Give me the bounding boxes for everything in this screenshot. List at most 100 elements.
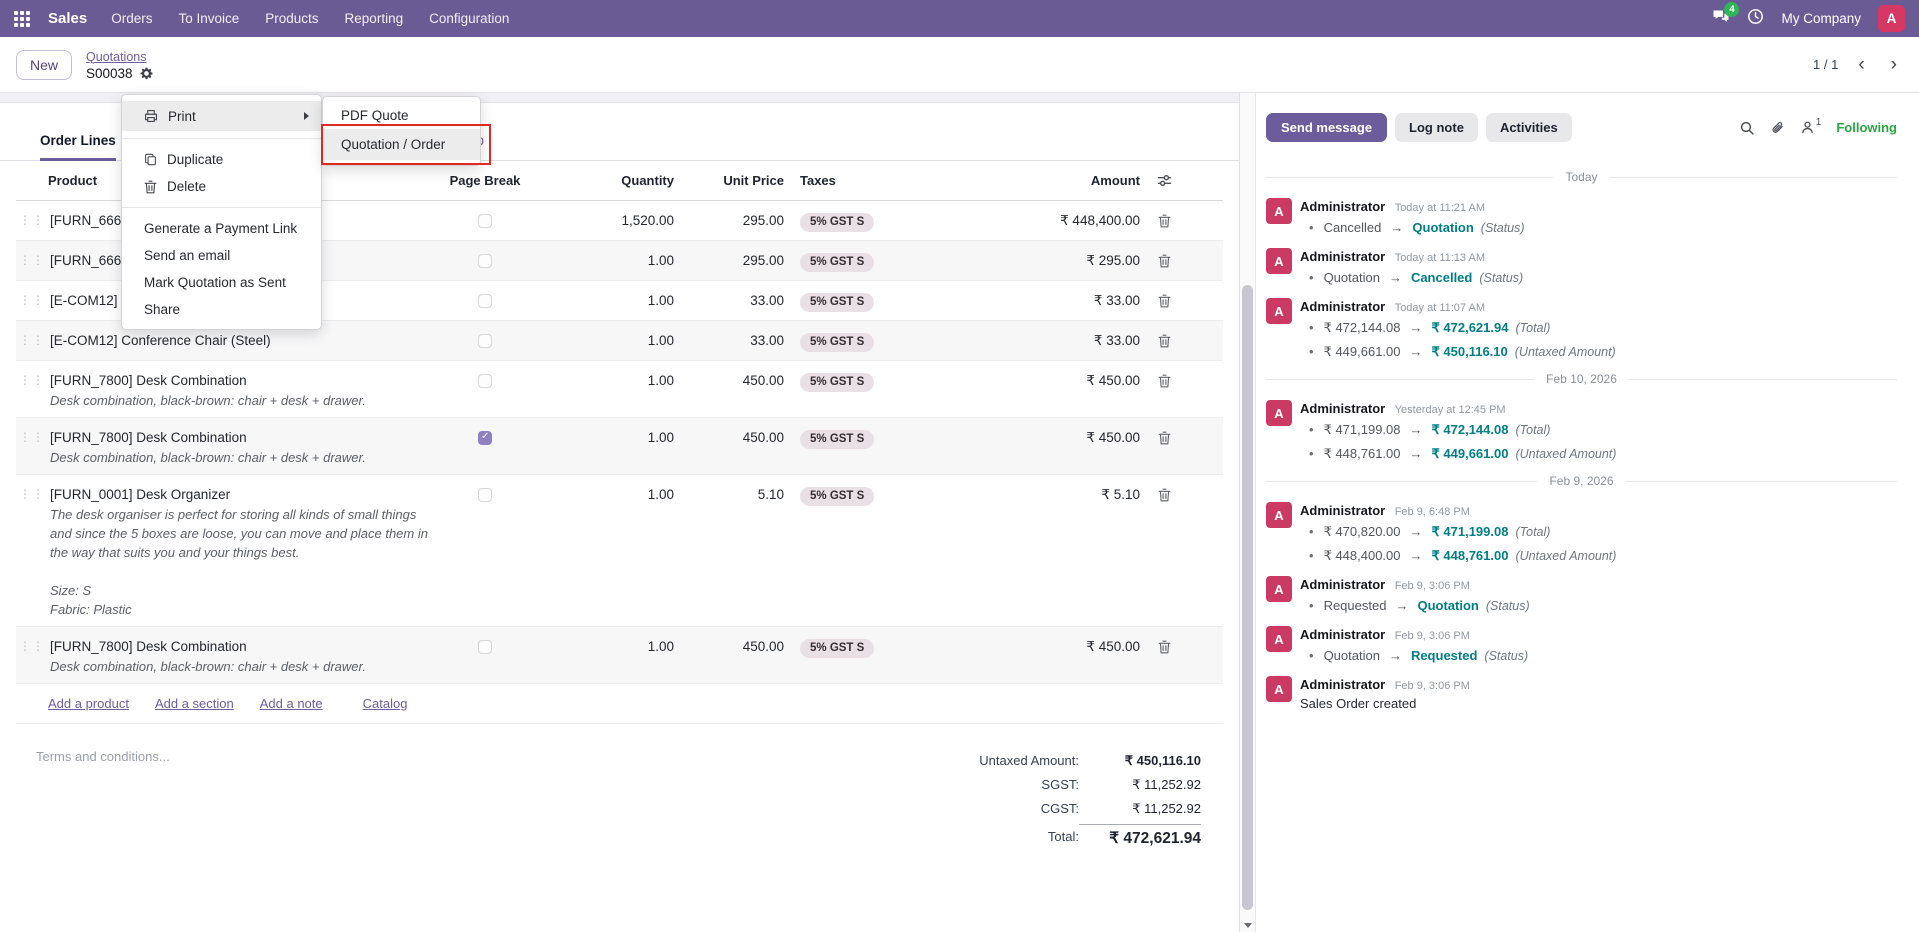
menu-item-share[interactable]: Share <box>144 302 181 317</box>
quantity-cell[interactable]: 1.00 <box>647 487 674 502</box>
column-header-taxes[interactable]: Taxes <box>800 173 836 188</box>
product-cell[interactable]: [FURN_7800] Desk Combination Desk combin… <box>48 371 440 410</box>
page-break-checkbox[interactable] <box>478 214 492 228</box>
drag-handle-icon[interactable] <box>16 637 48 655</box>
company-switcher[interactable]: My Company <box>1781 11 1861 26</box>
unit-price-cell[interactable]: 295.00 <box>742 253 784 268</box>
table-row[interactable]: [FURN_0001] Desk Organizer The desk orga… <box>16 475 1223 627</box>
delete-row-icon[interactable] <box>1158 488 1171 502</box>
search-icon[interactable] <box>1739 120 1755 136</box>
page-break-checkbox[interactable] <box>478 431 492 445</box>
taxes-cell[interactable]: 5% GST S <box>790 637 1016 658</box>
drag-handle-icon[interactable] <box>16 485 48 503</box>
menu-item-print[interactable]: Print <box>122 101 321 131</box>
avatar[interactable]: A <box>1266 400 1292 426</box>
column-header-amount[interactable]: Amount <box>1090 173 1140 188</box>
drag-handle-icon[interactable] <box>16 211 48 229</box>
pager-next-button[interactable]: › <box>1885 55 1903 74</box>
page-break-checkbox[interactable] <box>478 334 492 348</box>
page-break-checkbox[interactable] <box>478 254 492 268</box>
column-header-page-break[interactable]: Page Break <box>449 173 521 188</box>
product-name[interactable]: [FURN_0001] Desk Organizer <box>50 487 231 502</box>
menu-item-mark-quotation-as-sent[interactable]: Mark Quotation as Sent <box>144 275 286 290</box>
page-break-checkbox[interactable] <box>478 640 492 654</box>
messages-button[interactable]: 4 <box>1712 1 1740 29</box>
column-header-quantity[interactable]: Quantity <box>621 173 674 188</box>
drag-handle-icon[interactable] <box>16 291 48 309</box>
delete-row-icon[interactable] <box>1158 431 1171 445</box>
message-author[interactable]: Administrator <box>1300 577 1386 592</box>
table-row[interactable]: [FURN_6666] Acoustic Bloc Screens 1,520.… <box>16 201 1223 241</box>
delete-row-icon[interactable] <box>1158 214 1171 228</box>
submenu-item-quotation-order[interactable]: Quotation / Order <box>323 129 480 160</box>
message-author[interactable]: Administrator <box>1300 677 1386 692</box>
user-avatar[interactable]: A <box>1878 5 1905 32</box>
unit-price-cell[interactable]: 295.00 <box>742 213 784 228</box>
drag-handle-icon[interactable] <box>16 428 48 446</box>
table-row[interactable]: [E-COM12] Conference Chair (Steel) 1.00 … <box>16 321 1223 361</box>
avatar[interactable]: A <box>1266 626 1292 652</box>
menu-item-duplicate[interactable]: Duplicate <box>122 146 321 173</box>
quantity-cell[interactable]: 1.00 <box>647 639 674 654</box>
app-name-sales[interactable]: Sales <box>48 10 88 27</box>
delete-row-icon[interactable] <box>1158 294 1171 308</box>
taxes-cell[interactable]: 5% GST S <box>790 485 1016 506</box>
add-a-product-link[interactable]: Add a product <box>48 696 129 711</box>
table-row[interactable]: [FURN_7800] Desk Combination Desk combin… <box>16 418 1223 475</box>
submenu-item-pdf-quote[interactable]: PDF Quote <box>341 108 409 123</box>
menu-item-delete[interactable]: Delete <box>122 173 321 200</box>
message-author[interactable]: Administrator <box>1300 401 1386 416</box>
column-header-product[interactable]: Product <box>48 173 98 188</box>
unit-price-cell[interactable]: 5.10 <box>757 487 784 502</box>
taxes-cell[interactable]: 5% GST S <box>790 428 1016 449</box>
message-author[interactable]: Administrator <box>1300 199 1386 214</box>
message-author[interactable]: Administrator <box>1300 249 1386 264</box>
product-cell[interactable]: [FURN_7800] Desk Combination Desk combin… <box>48 637 440 676</box>
product-name[interactable]: [FURN_7800] Desk Combination <box>50 373 247 388</box>
quantity-cell[interactable]: 1.00 <box>647 293 674 308</box>
quantity-cell[interactable]: 1.00 <box>647 430 674 445</box>
add-a-note-link[interactable]: Add a note <box>259 696 323 711</box>
product-cell[interactable]: [FURN_0001] Desk Organizer The desk orga… <box>48 485 440 619</box>
product-name[interactable]: [FURN_7800] Desk Combination <box>50 430 247 445</box>
nav-menu-item[interactable]: Configuration <box>429 11 510 26</box>
message-author[interactable]: Administrator <box>1300 627 1386 642</box>
product-cell[interactable]: [FURN_7800] Desk Combination Desk combin… <box>48 428 440 467</box>
drag-handle-icon[interactable] <box>16 331 48 349</box>
new-button[interactable]: New <box>16 49 73 80</box>
taxes-cell[interactable]: 5% GST S <box>790 331 1016 352</box>
unit-price-cell[interactable]: 33.00 <box>750 293 784 308</box>
send-message-button[interactable]: Send message <box>1266 113 1388 142</box>
taxes-cell[interactable]: 5% GST S <box>790 211 1016 232</box>
paperclip-icon[interactable] <box>1770 120 1785 136</box>
apps-menu-icon[interactable] <box>14 10 30 27</box>
page-break-checkbox[interactable] <box>478 374 492 388</box>
unit-price-cell[interactable]: 450.00 <box>742 639 784 654</box>
page-break-checkbox[interactable] <box>478 294 492 308</box>
taxes-cell[interactable]: 5% GST S <box>790 371 1016 392</box>
product-cell[interactable]: [E-COM12] Conference Chair (Steel) <box>48 331 440 351</box>
avatar[interactable]: A <box>1266 576 1292 602</box>
following-button[interactable]: Following <box>1836 120 1897 135</box>
message-author[interactable]: Administrator <box>1300 299 1386 314</box>
nav-menu-item[interactable]: To Invoice <box>178 11 240 26</box>
avatar[interactable]: A <box>1266 676 1292 702</box>
drag-handle-icon[interactable] <box>16 371 48 389</box>
add-a-section-link[interactable]: Add a section <box>154 696 234 711</box>
product-name[interactable]: [FURN_7800] Desk Combination <box>50 639 247 654</box>
quantity-cell[interactable]: 1,520.00 <box>621 213 674 228</box>
delete-row-icon[interactable] <box>1158 254 1171 268</box>
followers-button[interactable]: 1 <box>1800 117 1821 135</box>
nav-menu-item[interactable]: Products <box>265 11 319 26</box>
catalog-link[interactable]: Catalog <box>362 696 408 711</box>
table-row[interactable]: [FURN_7800] Desk Combination Desk combin… <box>16 361 1223 418</box>
avatar[interactable]: A <box>1266 198 1292 224</box>
scrollbar-thumb[interactable] <box>1242 285 1253 910</box>
gear-icon[interactable] <box>139 66 154 81</box>
delete-row-icon[interactable] <box>1158 640 1171 654</box>
taxes-cell[interactable]: 5% GST S <box>790 291 1016 312</box>
activities-button[interactable]: Activities <box>1485 113 1572 142</box>
drag-handle-icon[interactable] <box>16 251 48 269</box>
unit-price-cell[interactable]: 33.00 <box>750 333 784 348</box>
message-author[interactable]: Administrator <box>1300 503 1386 518</box>
